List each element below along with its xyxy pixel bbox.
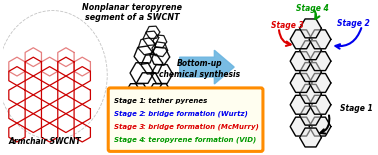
- Polygon shape: [300, 63, 321, 82]
- FancyArrowPatch shape: [335, 28, 361, 49]
- Text: : bridge formation (Wurtz): : bridge formation (Wurtz): [143, 111, 248, 117]
- Polygon shape: [290, 52, 312, 71]
- Text: Stage 4: Stage 4: [114, 137, 144, 143]
- Polygon shape: [290, 73, 312, 92]
- Text: Stage 1: Stage 1: [340, 104, 373, 113]
- Text: Nonplanar teropyrene
segment of a SWCNT: Nonplanar teropyrene segment of a SWCNT: [82, 3, 182, 22]
- Text: : tether pyrenes: : tether pyrenes: [143, 98, 207, 104]
- Polygon shape: [300, 84, 321, 103]
- Text: Stage 2: Stage 2: [337, 20, 370, 29]
- Text: Bottom-up
chemical synthesis: Bottom-up chemical synthesis: [159, 59, 240, 79]
- Text: Stage 3: Stage 3: [271, 21, 304, 31]
- Polygon shape: [300, 128, 321, 147]
- FancyArrowPatch shape: [314, 10, 319, 19]
- Polygon shape: [309, 52, 331, 71]
- Text: : bridge formation (McMurry): : bridge formation (McMurry): [143, 124, 259, 130]
- Text: : teropyrene formation (VID): : teropyrene formation (VID): [143, 137, 256, 143]
- Polygon shape: [180, 50, 234, 84]
- Polygon shape: [300, 106, 321, 125]
- FancyArrowPatch shape: [279, 30, 291, 46]
- Polygon shape: [290, 30, 312, 49]
- Text: Stage 1: Stage 1: [114, 98, 144, 104]
- Polygon shape: [300, 41, 321, 60]
- Text: Stage 3: Stage 3: [114, 124, 144, 130]
- Polygon shape: [309, 95, 331, 114]
- Polygon shape: [290, 117, 312, 136]
- Text: Stage 2: Stage 2: [114, 111, 144, 117]
- Polygon shape: [309, 73, 331, 92]
- FancyBboxPatch shape: [108, 88, 263, 151]
- FancyArrowPatch shape: [321, 115, 329, 134]
- Polygon shape: [309, 30, 331, 49]
- Polygon shape: [300, 19, 321, 38]
- Text: Stage 4: Stage 4: [296, 4, 329, 13]
- Polygon shape: [309, 117, 331, 136]
- Text: Armchair SWCNT: Armchair SWCNT: [8, 137, 81, 146]
- Polygon shape: [290, 95, 312, 114]
